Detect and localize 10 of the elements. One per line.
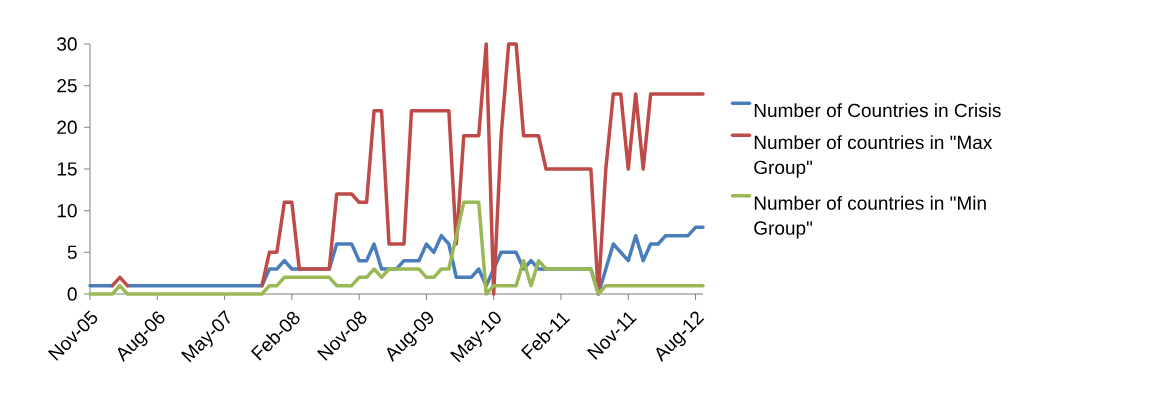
y-tick-label: 0 (67, 287, 77, 301)
legend-label: Number of Countries in Crisis (754, 103, 1001, 118)
y-tick-label: 15 (57, 162, 77, 176)
legend-label: Number of countries in "Min Group" (754, 195, 986, 239)
y-tick-label: 5 (67, 245, 77, 259)
y-tick-label: 10 (57, 203, 77, 218)
y-tick-label: 25 (57, 78, 77, 93)
y-tick-label: 30 (57, 37, 77, 51)
y-tick-label: 20 (57, 120, 77, 135)
legend-label: Number of countries in "Max Group" (754, 135, 993, 178)
